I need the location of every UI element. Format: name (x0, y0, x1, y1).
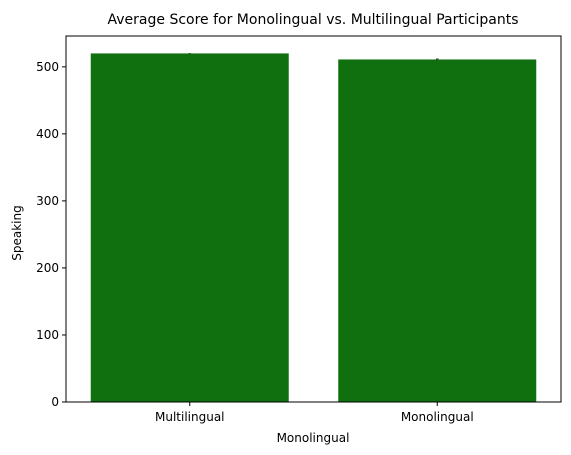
chart-title: Average Score for Monolingual vs. Multil… (108, 12, 519, 28)
x-axis: Multilingual Monolingual (155, 402, 474, 424)
x-tick-label: Multilingual (155, 410, 225, 424)
y-tick-label: 500 (36, 60, 59, 74)
y-axis: 0 100 200 300 400 500 (36, 60, 66, 409)
y-axis-label: Speaking (10, 205, 24, 260)
x-tick-label: Monolingual (401, 410, 474, 424)
bar-multilingual (91, 53, 289, 402)
y-tick-label: 0 (51, 395, 59, 409)
y-tick-label: 200 (36, 261, 59, 275)
bar-monolingual (338, 59, 536, 402)
x-axis-label: Monolingual (277, 431, 350, 445)
bars-group (91, 53, 537, 402)
y-tick-label: 400 (36, 127, 59, 141)
y-tick-label: 300 (36, 194, 59, 208)
y-tick-label: 100 (36, 328, 59, 342)
